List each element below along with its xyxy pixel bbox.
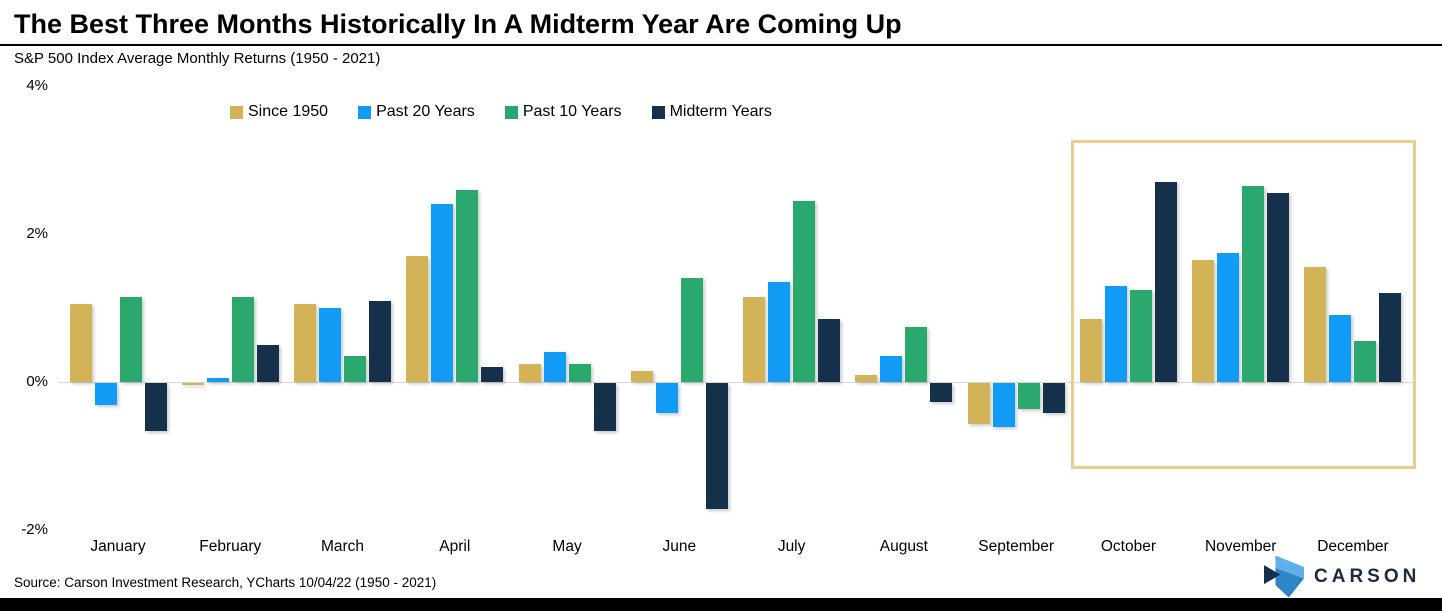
legend-item-4: Midterm Years [651, 103, 772, 121]
bar-past-20-years-august [880, 356, 903, 382]
bar-past-20-years-november [1217, 252, 1240, 382]
bar-past-10-years-august [905, 326, 928, 382]
bar-since-1950-september [967, 383, 990, 424]
chart-legend: Since 1950 Past 20 Years Past 10 Years Midt… [230, 103, 772, 121]
bar-since-1950-april [406, 256, 429, 382]
chart-subtitle: S&P 500 Index Average Monthly Returns (1… [14, 50, 381, 67]
bar-midterm-years-august [930, 383, 953, 402]
bar-midterm-years-april [481, 367, 504, 382]
bar-past-20-years-june [655, 383, 678, 413]
bar-since-1950-may [518, 363, 541, 382]
bar-since-1950-october [1079, 319, 1102, 382]
legend-swatch-icon [230, 105, 243, 119]
x-axis-label-december: December [1317, 538, 1389, 555]
legend-swatch-icon [504, 105, 518, 119]
bar-past-20-years-october [1104, 285, 1127, 382]
bar-past-20-years-september [992, 383, 1015, 428]
x-axis-label-october: October [1100, 538, 1156, 555]
x-axis-label-may: May [552, 538, 582, 555]
y-axis-tick-label: 0% [26, 373, 48, 390]
x-axis-label-september: September [978, 538, 1055, 555]
bar-past-10-years-september [1017, 383, 1040, 409]
bar-since-1950-december [1304, 267, 1327, 382]
bar-midterm-years-october [1154, 182, 1177, 382]
bar-past-10-years-february [231, 296, 254, 382]
bar-past-10-years-december [1354, 341, 1377, 382]
bar-midterm-years-february [256, 345, 279, 382]
bar-past-20-years-january [94, 383, 117, 406]
bar-since-1950-november [1192, 259, 1215, 382]
y-axis-tick-label: -2% [21, 521, 48, 538]
carson-logo-icon [1264, 555, 1304, 598]
bar-past-20-years-february [206, 378, 229, 382]
bar-past-10-years-june [680, 278, 703, 382]
bottom-black-bar [0, 598, 1442, 611]
bar-past-20-years-may [543, 352, 566, 382]
bar-since-1950-february [181, 383, 204, 386]
bar-since-1950-august [855, 374, 878, 382]
bar-past-10-years-july [793, 200, 816, 382]
bar-past-20-years-april [431, 204, 454, 382]
bar-past-20-years-march [319, 308, 342, 382]
bar-since-1950-july [743, 296, 766, 382]
bar-past-10-years-may [568, 363, 591, 382]
bar-since-1950-march [294, 304, 317, 382]
bar-past-10-years-april [456, 189, 479, 382]
bar-midterm-years-december [1379, 293, 1402, 382]
legend-swatch-icon [358, 105, 372, 119]
bar-past-20-years-december [1329, 315, 1352, 382]
highlight-box-oct-nov-dec [1071, 140, 1416, 469]
legend-label: Past 10 Years [522, 103, 622, 120]
brand-lockup: CARSON [1264, 555, 1420, 598]
x-axis-label-february: February [199, 538, 262, 555]
legend-label: Since 1950 [248, 103, 329, 120]
x-axis-label-november: November [1204, 538, 1277, 555]
bar-past-10-years-january [119, 296, 142, 382]
zero-axis-line [58, 382, 1415, 383]
bar-midterm-years-january [144, 383, 167, 432]
bar-past-20-years-july [768, 282, 791, 382]
legend-item-2: Past 20 Years [358, 103, 475, 121]
bar-midterm-years-june [705, 383, 728, 509]
bar-since-1950-january [69, 304, 92, 382]
bar-midterm-years-march [369, 300, 392, 382]
bar-since-1950-june [630, 370, 653, 382]
legend-item-1: Since 1950 [230, 103, 328, 121]
bar-midterm-years-may [593, 383, 616, 432]
bar-midterm-years-july [818, 319, 841, 382]
legend-swatch-icon [651, 105, 665, 119]
x-axis-label-march: March [320, 538, 365, 555]
bar-past-10-years-november [1242, 185, 1265, 382]
y-axis-tick-label: 4% [26, 77, 48, 94]
x-axis-label-january: January [90, 538, 146, 555]
source-note: Source: Carson Investment Research, YCha… [14, 575, 437, 590]
bar-midterm-years-september [1042, 383, 1065, 413]
bar-past-10-years-march [344, 356, 367, 382]
legend-item-3: Past 10 Years [504, 103, 622, 121]
chart-title: The Best Three Months Historically In A … [14, 9, 902, 39]
legend-label: Midterm Years [669, 103, 772, 120]
legend-label: Past 20 Years [376, 103, 475, 120]
carson-wordmark: CARSON [1314, 565, 1421, 587]
bar-midterm-years-november [1267, 193, 1290, 382]
bar-past-10-years-october [1129, 289, 1152, 382]
x-axis-label-april: April [439, 538, 471, 555]
x-axis-label-august: August [879, 538, 928, 555]
y-axis-tick-label: 2% [26, 225, 48, 242]
x-axis-label-july: July [777, 538, 806, 555]
title-divider [0, 44, 1442, 46]
x-axis-label-june: June [662, 538, 697, 555]
